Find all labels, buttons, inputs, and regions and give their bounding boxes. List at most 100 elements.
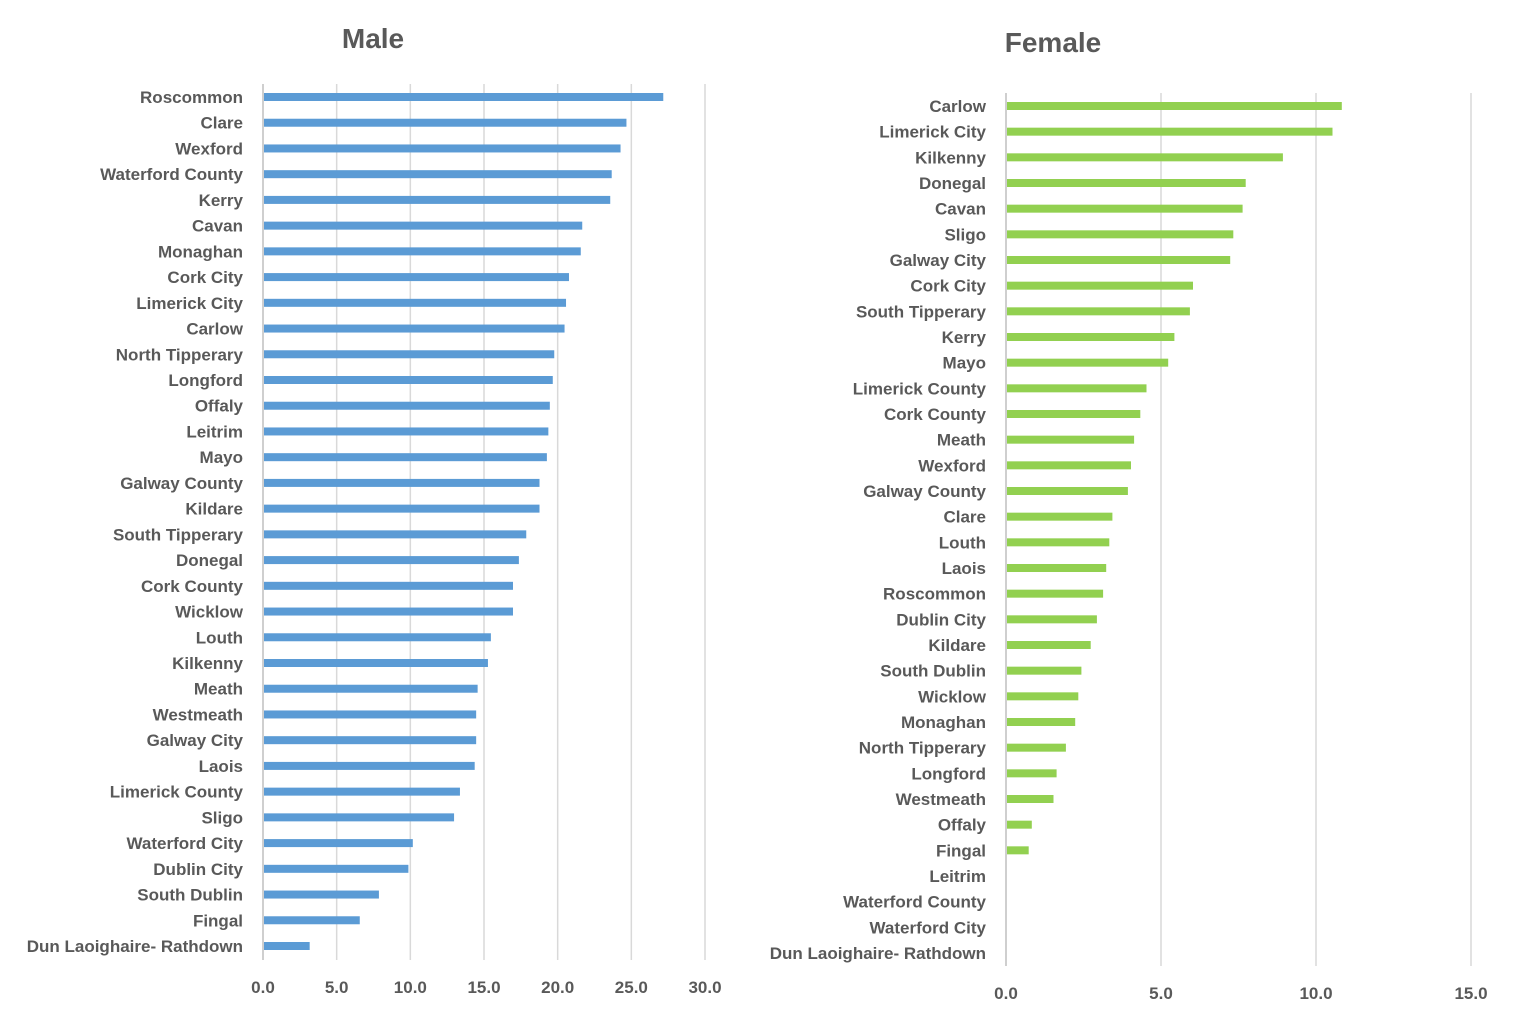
male-bar — [264, 684, 478, 693]
female-bar — [1007, 153, 1283, 162]
female-bar — [1007, 692, 1079, 701]
male-bar — [264, 427, 549, 436]
female-category-label: Mayo — [943, 354, 986, 373]
female-bar — [1007, 589, 1104, 598]
male-bar — [264, 118, 627, 127]
female-category-label: Meath — [937, 431, 986, 450]
female-chart: Female 0.0 5.0 10.0 15.0 Carlow Limerick City K… — [770, 27, 1488, 1003]
female-category-label: Galway City — [890, 251, 987, 270]
female-x-tick-label: 10.0 — [1299, 984, 1332, 1003]
female-bar — [1007, 102, 1342, 110]
male-bar — [264, 556, 519, 565]
male-bar — [264, 530, 527, 539]
male-bar — [264, 864, 409, 873]
male-bar — [264, 607, 513, 616]
female-bar — [1007, 435, 1135, 444]
male-category-label: Waterford County — [100, 165, 243, 184]
female-x-tick-label: 5.0 — [1149, 984, 1173, 1003]
male-bar — [264, 170, 612, 179]
female-category-label: Fingal — [936, 841, 986, 860]
male-x-tick-label: 15.0 — [467, 978, 500, 997]
female-category-label: Cork County — [884, 405, 987, 424]
male-category-label: Limerick County — [110, 783, 244, 802]
male-bar — [264, 659, 488, 667]
male-bar — [264, 736, 477, 745]
female-category-label: Louth — [939, 533, 986, 552]
female-bar — [1007, 281, 1193, 290]
male-bar — [264, 195, 611, 204]
male-category-label: Westmeath — [153, 705, 243, 724]
male-bar — [264, 144, 621, 153]
female-bar — [1007, 358, 1169, 367]
female-category-label: Leitrim — [929, 867, 986, 886]
male-bar — [264, 376, 553, 384]
female-category-label: South Dublin — [880, 662, 986, 681]
female-category-label: Donegal — [919, 174, 986, 193]
female-category-label: Kildare — [928, 636, 986, 655]
female-bar — [1007, 795, 1054, 803]
female-category-label: Cork City — [910, 277, 986, 296]
male-bar — [264, 787, 460, 796]
female-bar — [1007, 333, 1175, 341]
female-category-label: Limerick City — [879, 123, 986, 142]
female-category-label: Cavan — [935, 200, 986, 219]
female-category-label: Galway County — [863, 482, 986, 501]
female-bar — [1007, 718, 1076, 726]
female-bar — [1007, 487, 1128, 495]
male-bar — [264, 298, 567, 307]
male-x-tick-label: 0.0 — [251, 978, 275, 997]
male-bar — [264, 453, 547, 462]
female-bar — [1007, 769, 1057, 778]
male-bar — [264, 581, 513, 590]
male-category-label: Cork City — [167, 268, 243, 287]
female-bar — [1007, 846, 1029, 855]
female-category-label: Wexford — [918, 456, 986, 475]
male-category-label: Louth — [196, 628, 243, 647]
male-category-label: Cavan — [192, 217, 243, 236]
female-bar — [1007, 615, 1097, 624]
male-x-tick-label: 5.0 — [325, 978, 349, 997]
female-category-label: Carlow — [929, 97, 986, 116]
female-bar — [1007, 564, 1107, 572]
female-bar — [1007, 641, 1091, 649]
male-bar — [264, 761, 475, 770]
male-x-tick-label: 20.0 — [541, 978, 574, 997]
female-chart-title: Female — [1005, 27, 1102, 58]
female-bar — [1007, 384, 1147, 393]
male-category-label: Laois — [199, 757, 243, 776]
female-category-label: Sligo — [944, 225, 986, 244]
female-category-label: Waterford City — [870, 918, 987, 937]
female-bar — [1007, 461, 1131, 470]
male-category-label: Cork County — [141, 577, 244, 596]
male-category-label: Fingal — [193, 911, 243, 930]
male-bar — [264, 710, 477, 719]
female-category-label: Dublin City — [896, 610, 986, 629]
male-category-label: Meath — [194, 680, 243, 699]
male-bar — [264, 633, 491, 642]
male-x-tick-label: 25.0 — [615, 978, 648, 997]
female-category-label: Kilkenny — [915, 148, 986, 167]
female-category-label: Kerry — [942, 328, 987, 347]
male-category-label: Dublin City — [153, 860, 243, 879]
male-category-label: Galway County — [120, 474, 243, 493]
male-category-label: Kildare — [185, 500, 243, 519]
female-category-label: Limerick County — [853, 379, 987, 398]
male-category-label: Galway City — [147, 731, 244, 750]
male-category-label: Mayo — [200, 448, 243, 467]
female-category-label: Laois — [942, 559, 986, 578]
male-category-label: South Tipperary — [113, 525, 244, 544]
male-bar — [264, 813, 455, 822]
female-category-label: Dun Laoighaire- Rathdown — [770, 944, 986, 963]
male-bar — [264, 93, 664, 101]
male-category-label: Dun Laoighaire- Rathdown — [27, 937, 243, 956]
female-bar — [1007, 256, 1231, 264]
male-bar — [264, 916, 360, 925]
female-x-tick-label: 15.0 — [1454, 984, 1487, 1003]
male-x-tick-label: 10.0 — [394, 978, 427, 997]
male-category-label: Limerick City — [136, 294, 243, 313]
female-category-label: Wicklow — [918, 687, 987, 706]
female-bar — [1007, 820, 1032, 829]
female-category-label: Longford — [911, 764, 986, 783]
female-bar — [1007, 179, 1246, 187]
